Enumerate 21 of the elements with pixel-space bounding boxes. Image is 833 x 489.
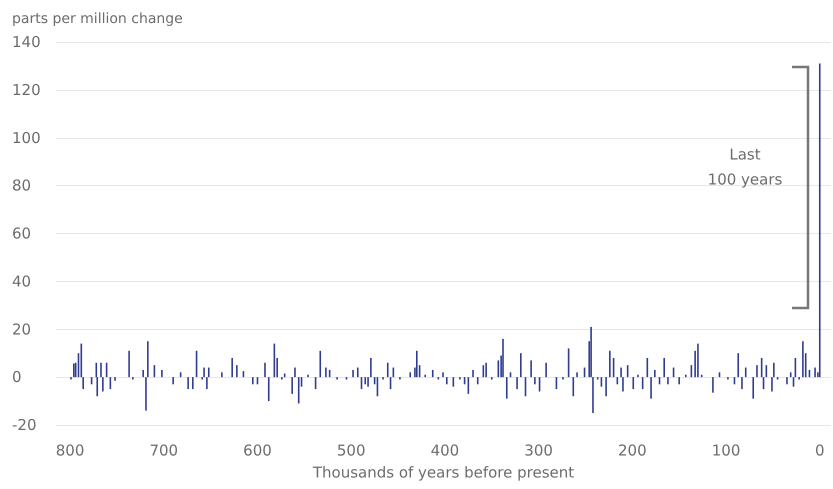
y-axis-title: parts per million change (12, 11, 183, 27)
x-tick-label: 400 (430, 442, 460, 460)
y-tick-label: 40 (12, 272, 32, 290)
x-tick-label: 500 (336, 442, 366, 460)
x-tick-label: 600 (243, 442, 272, 460)
y-tick-label: 100 (12, 128, 41, 147)
y-tick-label: -20 (12, 416, 36, 434)
y-tick-label: 140 (12, 33, 41, 51)
y-tick-label: 80 (12, 176, 32, 195)
x-tick-label: 200 (618, 442, 647, 460)
x-tick-label: 0 (814, 442, 825, 460)
y-tick-label: 60 (12, 224, 32, 242)
x-tick-label: 700 (149, 442, 178, 460)
annotation: Last 100 years (708, 146, 783, 188)
y-tick-label: 120 (12, 80, 41, 99)
x-tick-label: 100 (712, 442, 740, 460)
x-axis-title: Thousands of years before present (312, 464, 574, 482)
x-tick-label: 800 (56, 442, 84, 460)
x-tick-label: 300 (524, 442, 553, 460)
y-tick-label: 20 (12, 320, 32, 338)
y-tick-label: 0 (12, 368, 22, 386)
